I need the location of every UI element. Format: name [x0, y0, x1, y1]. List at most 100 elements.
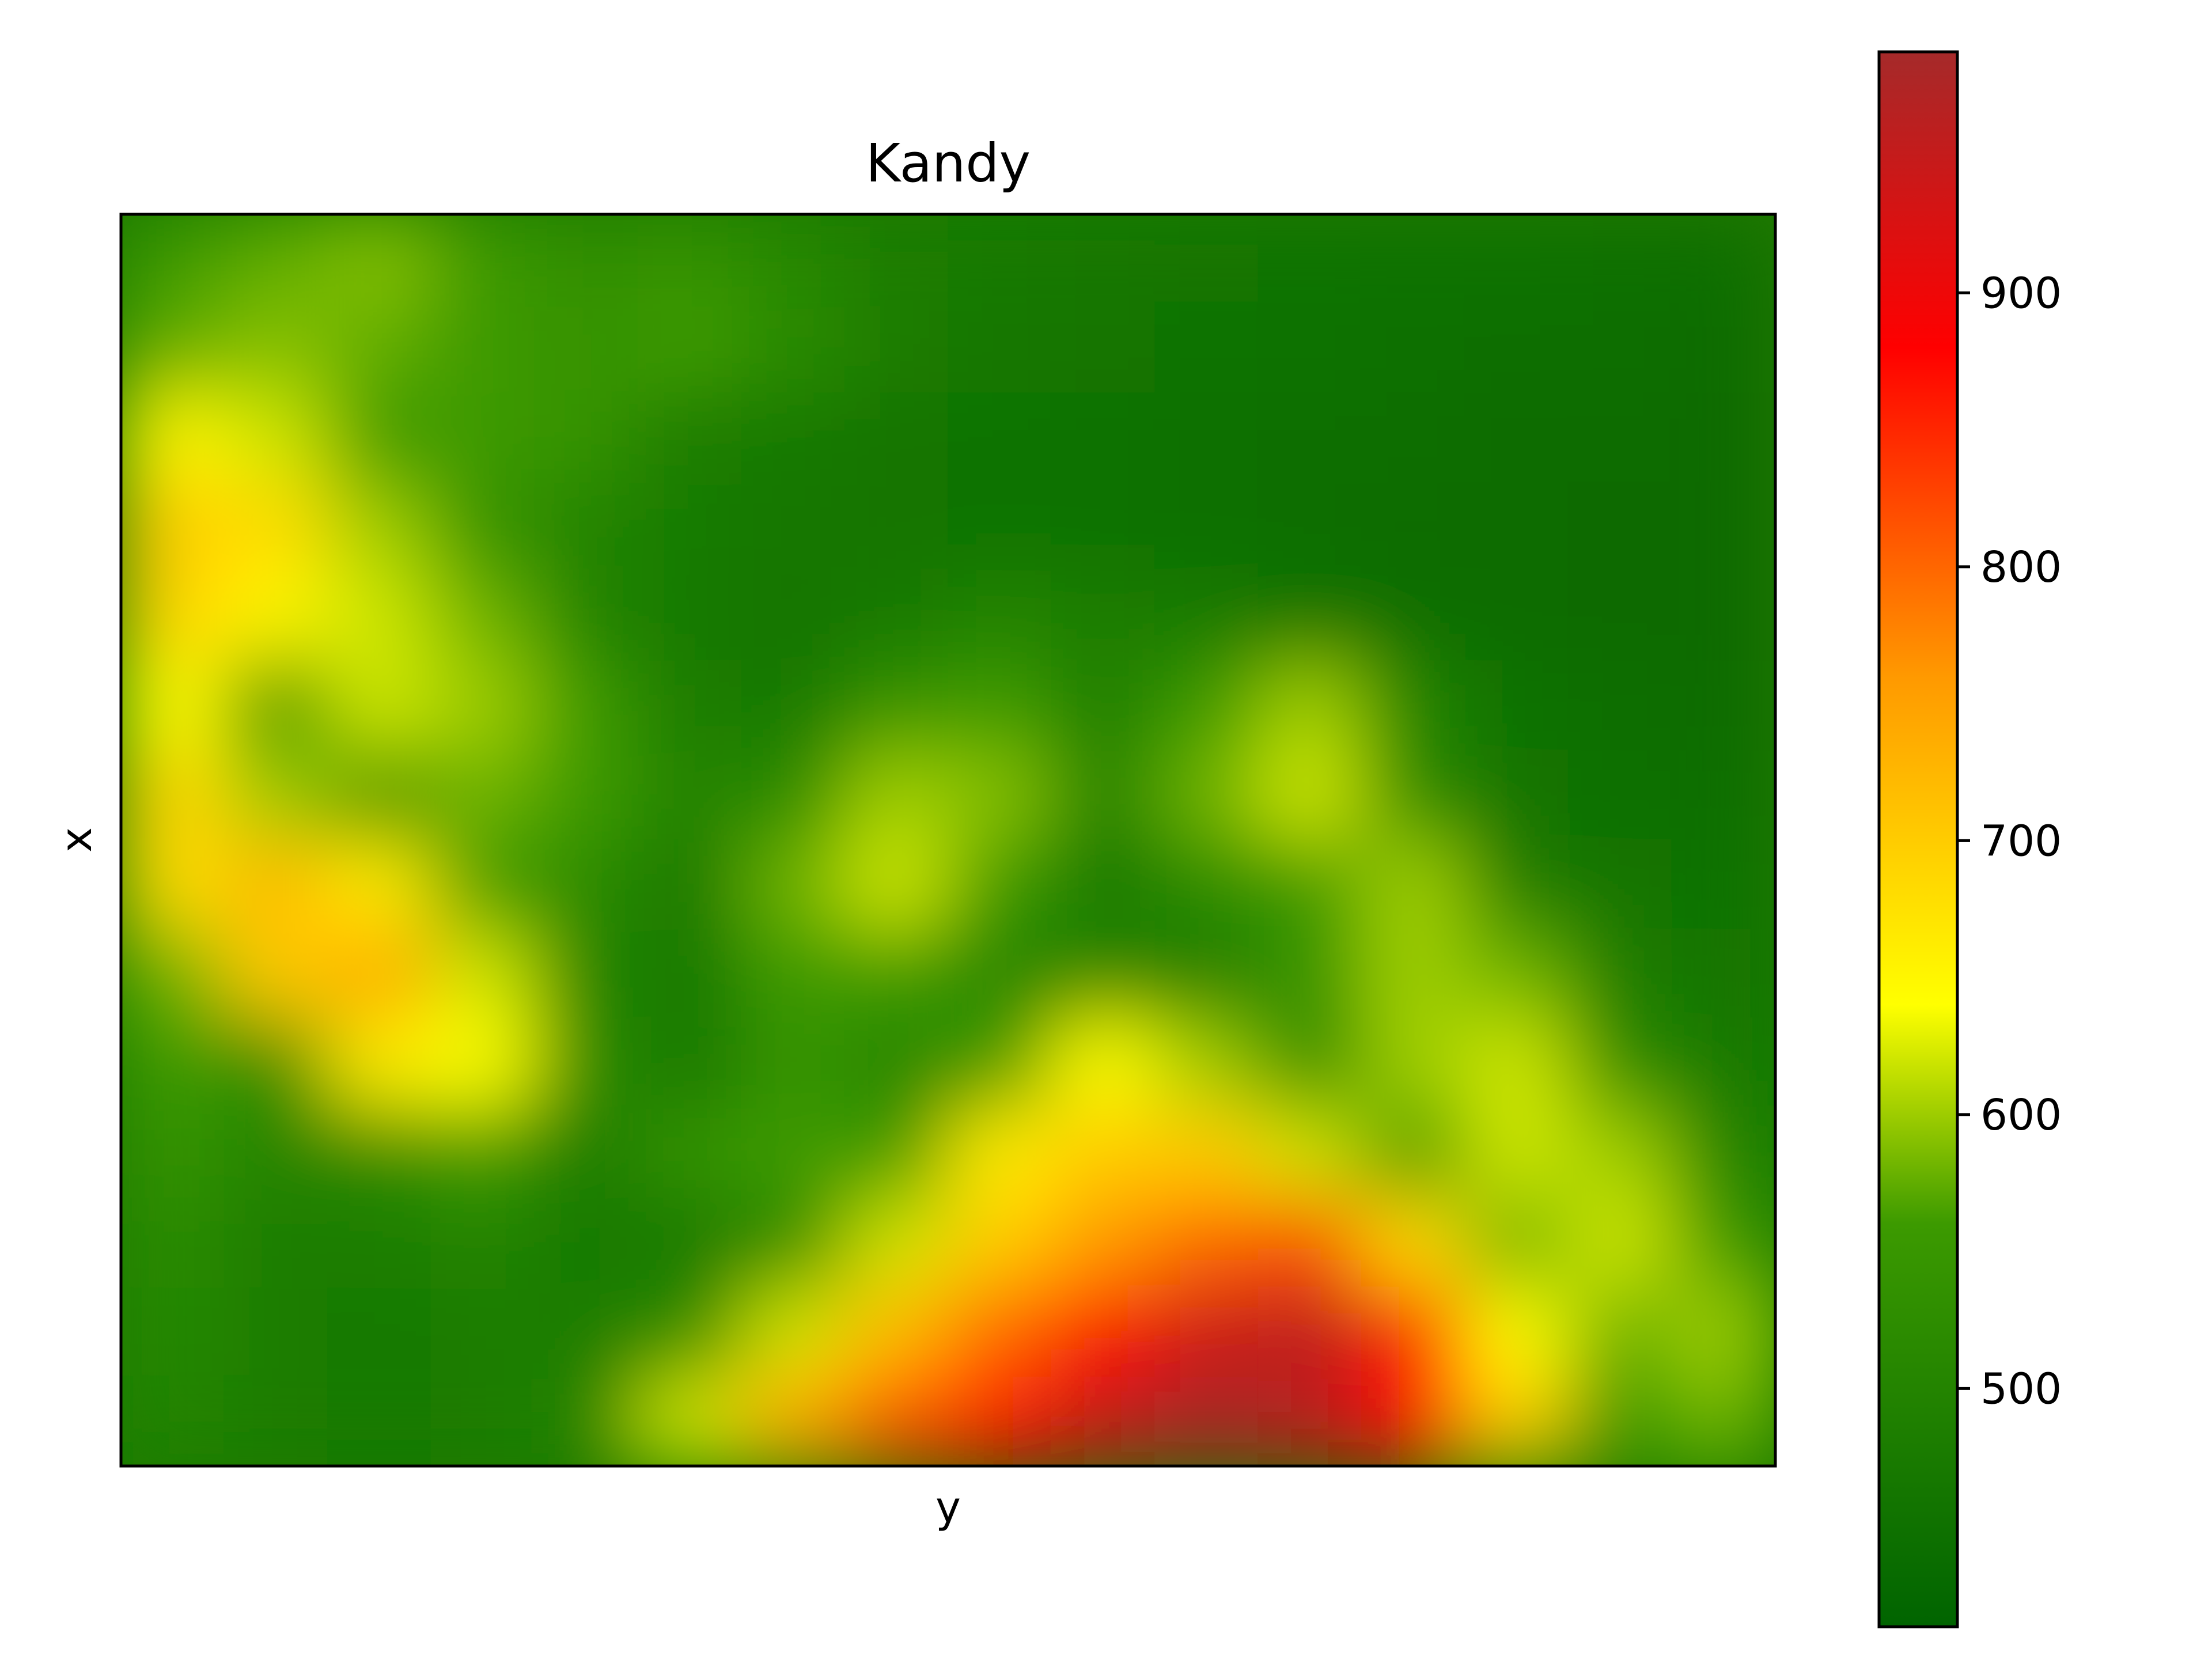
heatmap-cell — [534, 571, 639, 662]
heatmap-cell — [948, 1018, 1052, 1109]
heatmap-cell — [844, 1108, 949, 1199]
heatmap-cell — [1671, 571, 1775, 662]
heatmap-cell — [741, 392, 846, 483]
heatmap-cell — [1361, 1197, 1466, 1288]
heatmap-cell — [1568, 839, 1673, 930]
heatmap-cell — [1257, 1197, 1362, 1288]
heatmap-cell — [1361, 1286, 1466, 1377]
heatmap-cell — [1257, 750, 1362, 841]
heatmap-cell — [121, 839, 225, 930]
heatmap-cell — [948, 482, 1052, 573]
heatmap-cell — [948, 1197, 1052, 1288]
heatmap-cell — [637, 1376, 742, 1466]
heatmap-cell — [430, 1018, 535, 1109]
heatmap-cell — [741, 1286, 846, 1377]
heatmap-cell — [1464, 571, 1569, 662]
heatmap-cell — [637, 1018, 742, 1109]
heatmap-cell — [1051, 1108, 1156, 1199]
heatmap-cell — [1154, 214, 1259, 305]
heatmap-cell — [430, 839, 535, 930]
heatmap-cell — [637, 661, 742, 752]
heatmap-cell — [1154, 929, 1259, 1020]
heatmap-cell — [637, 392, 742, 483]
heatmap-cell — [741, 303, 846, 394]
heatmap-cell — [1464, 1286, 1569, 1377]
heatmap-cell — [741, 482, 846, 573]
heatmap-cell — [844, 929, 949, 1020]
heatmap-cell — [1671, 1376, 1775, 1466]
heatmap-cell — [741, 214, 846, 305]
heatmap-cell — [430, 571, 535, 662]
heatmap-cell — [224, 392, 328, 483]
heatmap-cell — [534, 661, 639, 752]
heatmap-cell — [1361, 839, 1466, 930]
heatmap-cell — [224, 750, 328, 841]
heatmap-cell — [948, 1286, 1052, 1377]
heatmap-cell — [1568, 1018, 1673, 1109]
heatmap-cell — [534, 392, 639, 483]
heatmap-cell — [741, 571, 846, 662]
heatmap-cell — [121, 392, 225, 483]
heatmap-cell — [1051, 571, 1156, 662]
heatmap-cell — [121, 303, 225, 394]
heatmap-cell — [1154, 1018, 1259, 1109]
heatmap-cell — [327, 1376, 432, 1466]
heatmap-cell — [1257, 929, 1362, 1020]
heatmap-cell — [1051, 750, 1156, 841]
heatmap-cell — [1464, 929, 1569, 1020]
heatmap-cell — [948, 1108, 1052, 1199]
y-axis-label: x — [52, 827, 101, 853]
heatmap-cell — [844, 661, 949, 752]
heatmap-cell — [637, 214, 742, 305]
heatmap-cell — [637, 1286, 742, 1377]
heatmap-cell — [1568, 1376, 1673, 1466]
heatmap-cell — [534, 750, 639, 841]
heatmap-cell — [1154, 661, 1259, 752]
colorbar-tick-label: 900 — [1980, 268, 2062, 318]
heatmap-cell — [948, 1376, 1052, 1466]
heatmap-cell — [1361, 392, 1466, 483]
heatmap-cell — [1051, 1018, 1156, 1109]
heatmap-cell — [327, 1286, 432, 1377]
heatmap-cell — [1051, 214, 1156, 305]
heatmap-cell — [1671, 750, 1775, 841]
heatmap-cell — [534, 1376, 639, 1466]
heatmap-cell — [844, 392, 949, 483]
colorbar-ticks: 500 600 700 800 900 — [1957, 268, 2062, 1414]
heatmap-cell — [1464, 750, 1569, 841]
heatmap-cell — [121, 1376, 225, 1466]
heatmap-cell — [534, 1286, 639, 1377]
colorbar-tick-label: 700 — [1980, 816, 2062, 866]
heatmap-cell — [327, 392, 432, 483]
heatmap-cell — [1361, 1018, 1466, 1109]
heatmap-cell — [1568, 214, 1673, 305]
heatmap-cell — [948, 214, 1052, 305]
heatmap-cell — [327, 214, 432, 305]
heatmap-cell — [327, 1018, 432, 1109]
heatmap-cell — [1568, 482, 1673, 573]
heatmap-cell — [534, 303, 639, 394]
heatmap-cell — [1257, 392, 1362, 483]
heatmap-cell — [534, 482, 639, 573]
heatmap-cell — [1257, 1376, 1362, 1466]
heatmap-cell — [1361, 214, 1466, 305]
heatmap-cell — [121, 214, 225, 305]
heatmap-cell — [1257, 1018, 1362, 1109]
heatmap-cell — [224, 571, 328, 662]
colorbar-tick-label: 500 — [1980, 1364, 2062, 1414]
heatmap-cell — [1154, 571, 1259, 662]
heatmap-cell — [430, 1376, 535, 1466]
x-axis-label: y — [935, 1483, 961, 1532]
heatmap-cell — [741, 750, 846, 841]
heatmap-cell — [1154, 1197, 1259, 1288]
heatmap-cell — [1051, 661, 1156, 752]
heatmap-cell — [224, 661, 328, 752]
heatmap-cell — [1464, 1018, 1569, 1109]
heatmap-cell — [224, 1108, 328, 1199]
heatmap-cell — [1671, 1197, 1775, 1288]
heatmap-cell — [1051, 929, 1156, 1020]
heatmap-cell — [1464, 392, 1569, 483]
heatmap-cell — [121, 571, 225, 662]
heatmap-cell — [1671, 1108, 1775, 1199]
heatmap-cell — [1568, 750, 1673, 841]
